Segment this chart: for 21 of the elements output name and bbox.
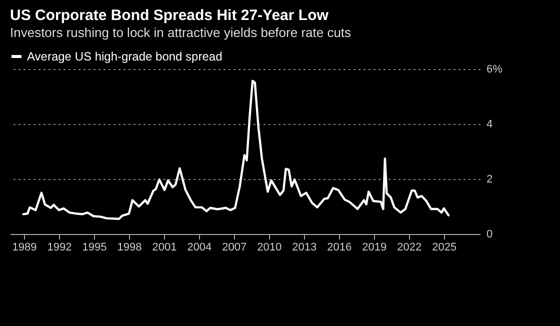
- x-tick-label: 1992: [47, 242, 72, 254]
- chart-title: US Corporate Bond Spreads Hit 27-Year Low: [10, 7, 329, 24]
- x-tick-label: 2010: [257, 242, 282, 254]
- x-tick-label: 2025: [432, 242, 457, 254]
- y-tick-label: 6%: [486, 64, 503, 76]
- x-tick-label: 2022: [397, 242, 422, 254]
- y-tick-label: 2: [486, 174, 493, 186]
- y-tick-label: 4: [486, 118, 493, 130]
- line-series: [22, 80, 450, 220]
- x-tick-label: 2004: [187, 242, 212, 254]
- y-tick-label: 0: [486, 228, 493, 240]
- x-tick-label: 2013: [292, 242, 317, 254]
- x-tick-label: 2001: [152, 242, 177, 254]
- legend-label: Average US high-grade bond spread: [27, 50, 222, 64]
- x-tick-label: 2019: [362, 242, 387, 254]
- x-tick-label: 2016: [327, 242, 352, 254]
- chart-subtitle: Investors rushing to lock in attractive yields before rate cuts: [10, 25, 352, 40]
- x-tick-label: 1995: [82, 242, 107, 254]
- x-tick-label: 1989: [12, 242, 37, 254]
- x-tick-label: 1998: [117, 242, 142, 254]
- x-tick-label: 2007: [222, 242, 247, 254]
